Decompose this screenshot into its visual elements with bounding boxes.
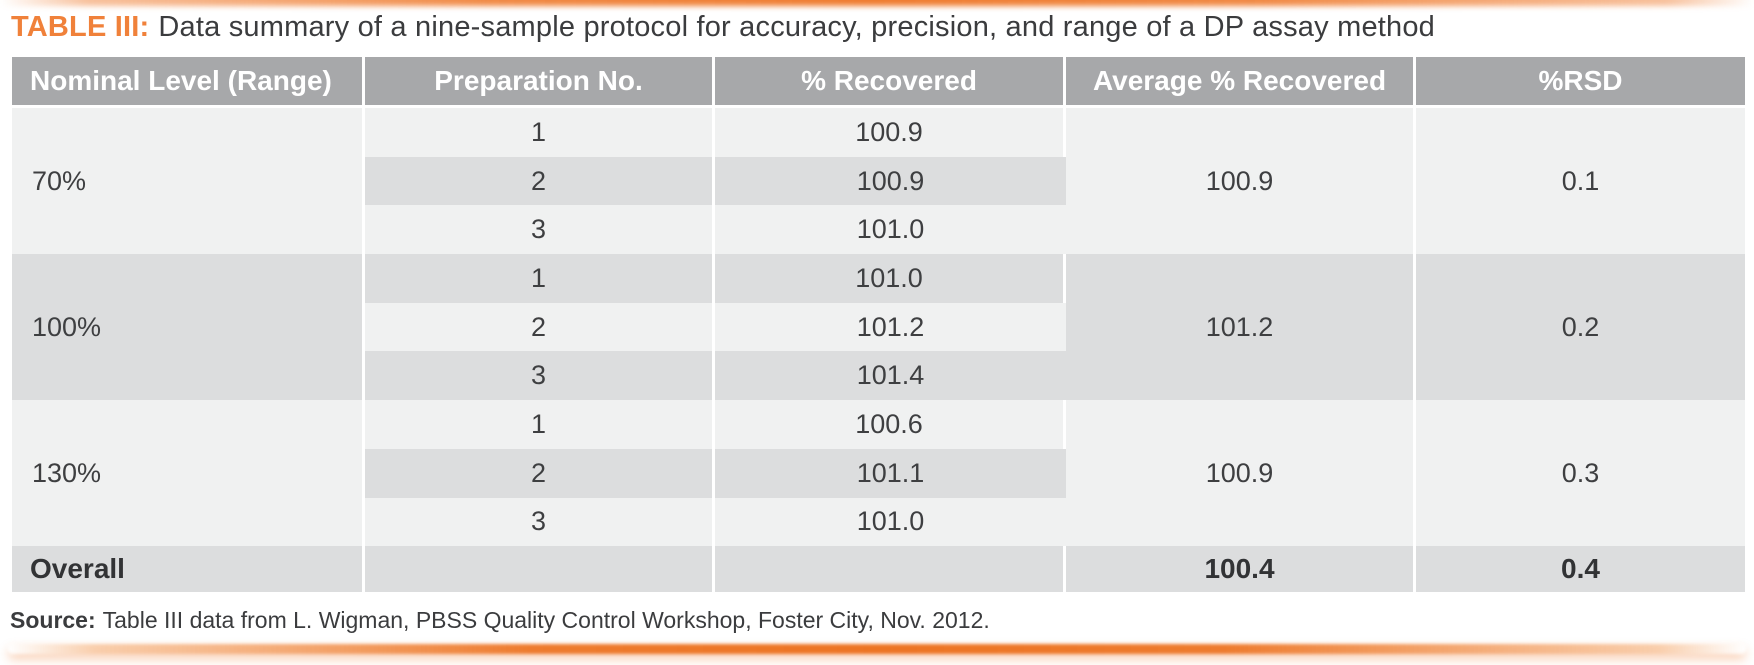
cell-rsd-100: 0.2	[1416, 254, 1745, 401]
table-row: 3 101.0	[12, 497, 1745, 547]
cell-overall-label: Overall	[12, 546, 365, 593]
cell-recovered: 100.9	[715, 108, 1066, 157]
table-row: 70% 1 100.9 100.9 0.1	[12, 108, 1745, 255]
cell-prep: 3	[365, 497, 715, 547]
cell-prep: 1	[365, 254, 715, 303]
cell-recovered: 101.0	[715, 205, 1066, 255]
cell-average-130: 100.9	[1066, 400, 1416, 547]
table-row: 2 101.2	[12, 302, 1745, 352]
cell-overall-recovered-empty	[715, 546, 1066, 593]
table-row: 3 101.4	[12, 351, 1745, 401]
cell-level-130: 130%	[12, 400, 365, 547]
table-title: TABLE III: Data summary of a nine-sample …	[11, 11, 1435, 44]
cell-recovered: 101.0	[715, 497, 1066, 547]
table-row: 3 101.0	[12, 205, 1745, 255]
column-header-preparation-no: Preparation No.	[365, 57, 715, 108]
cell-level-70: 70%	[12, 108, 365, 255]
table-row: 100% 1 101.0 101.2 0.2	[12, 254, 1745, 401]
column-header-percent-rsd: %RSD	[1416, 57, 1745, 108]
cell-prep: 1	[365, 400, 715, 449]
cell-recovered: 101.0	[715, 254, 1066, 303]
cell-prep: 2	[365, 448, 715, 498]
table-row: 130% 1 100.6 100.9 0.3	[12, 400, 1745, 547]
table-row: 2 101.1	[12, 448, 1745, 498]
top-accent-bar	[0, 0, 1754, 6]
cell-average-100: 101.2	[1066, 254, 1416, 401]
source-label: Source:	[10, 607, 96, 633]
cell-prep: 2	[365, 156, 715, 206]
cell-rsd-70: 0.1	[1416, 108, 1745, 255]
cell-overall-prep-empty	[365, 546, 715, 593]
cell-prep: 1	[365, 108, 715, 157]
cell-prep: 3	[365, 351, 715, 401]
source-text: Table III data from L. Wigman, PBSS Qual…	[102, 607, 990, 633]
overall-row: Overall 100.4 0.4	[12, 546, 1745, 593]
cell-recovered: 101.2	[715, 302, 1066, 352]
cell-recovered: 100.6	[715, 400, 1066, 449]
table-title-text: Data summary of a nine-sample protocol f…	[158, 11, 1436, 43]
cell-rsd-130: 0.3	[1416, 400, 1745, 547]
column-header-average-percent-recovered: Average % Recovered	[1066, 57, 1416, 108]
cell-level-100: 100%	[12, 254, 365, 401]
cell-average-70: 100.9	[1066, 108, 1416, 255]
table-title-label: TABLE III:	[11, 11, 150, 43]
column-header-percent-recovered: % Recovered	[715, 57, 1066, 108]
header-row: Nominal Level (Range) Preparation No. % …	[12, 57, 1745, 108]
cell-recovered: 101.4	[715, 351, 1066, 401]
cell-prep: 2	[365, 302, 715, 352]
table-row: 2 100.9	[12, 156, 1745, 206]
cell-recovered: 101.1	[715, 448, 1066, 498]
data-table: Nominal Level (Range) Preparation No. % …	[12, 57, 1745, 593]
data-table-wrapper: Nominal Level (Range) Preparation No. % …	[12, 57, 1745, 593]
column-header-nominal-level: Nominal Level (Range)	[12, 57, 365, 108]
cell-overall-average: 100.4	[1066, 546, 1416, 593]
cell-overall-rsd: 0.4	[1416, 546, 1745, 593]
source-note: Source: Table III data from L. Wigman, PB…	[10, 607, 990, 634]
cell-prep: 3	[365, 205, 715, 255]
cell-recovered: 100.9	[715, 156, 1066, 206]
bottom-accent-bar	[8, 644, 1746, 654]
